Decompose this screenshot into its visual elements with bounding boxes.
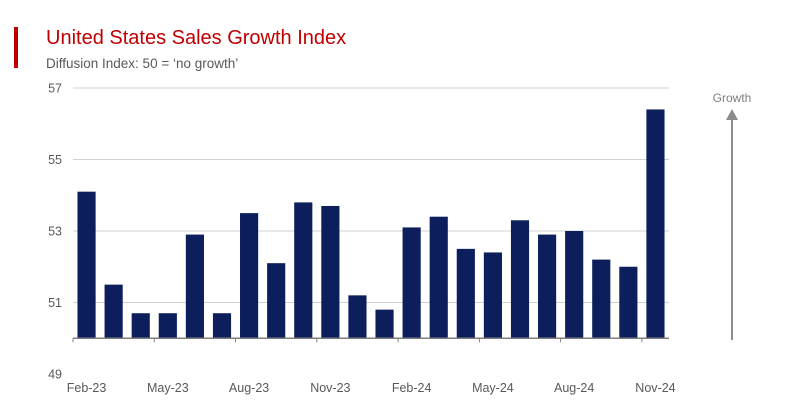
bar — [538, 234, 557, 339]
x-tick-label: May-23 — [147, 381, 189, 395]
bar — [592, 259, 611, 339]
x-tick-label: Aug-23 — [229, 381, 269, 395]
bar — [240, 213, 259, 339]
x-tick-label: Feb-23 — [67, 381, 107, 395]
bar — [348, 295, 367, 339]
x-tick-label: Aug-24 — [554, 381, 594, 395]
x-tick-label: Nov-23 — [310, 381, 350, 395]
bar — [646, 109, 665, 339]
title-accent-bar — [14, 27, 18, 68]
chart-subtitle: Diffusion Index: 50 = ‘no growth’ — [46, 56, 239, 71]
bar — [429, 216, 448, 339]
up-arrow-icon — [726, 109, 738, 120]
bar — [212, 313, 232, 339]
y-tick-label: 53 — [48, 225, 62, 239]
bar — [267, 263, 286, 339]
bar — [294, 202, 313, 339]
growth-label: Growth — [713, 91, 752, 105]
y-tick-label: 51 — [48, 296, 62, 310]
bar — [619, 266, 638, 339]
bar — [483, 252, 502, 339]
x-tick-label: Nov-24 — [635, 381, 675, 395]
y-axis-tick-labels: 49 51 53 55 57 — [48, 82, 62, 382]
bar — [402, 227, 421, 339]
bar — [321, 205, 340, 339]
bar — [131, 313, 150, 339]
bar — [104, 284, 123, 339]
bar — [77, 191, 96, 339]
growth-annotation: Growth — [713, 91, 752, 340]
bar — [158, 313, 177, 339]
bar — [375, 309, 394, 339]
bar — [565, 231, 584, 339]
y-tick-label: 57 — [48, 82, 62, 96]
chart-title: United States Sales Growth Index — [46, 27, 347, 49]
y-tick-label: 55 — [48, 153, 62, 167]
y-tick-label: 49 — [48, 368, 62, 382]
bar — [510, 220, 530, 339]
x-tick-label: Feb-24 — [392, 381, 432, 395]
bar — [456, 248, 475, 339]
x-tick-label: May-24 — [472, 381, 514, 395]
x-axis-tick-labels: Feb-23 May-23 Aug-23 Nov-23 Feb-24 May-24 Aug-… — [67, 381, 676, 395]
bars — [77, 109, 665, 339]
bar — [185, 234, 204, 339]
x-axis — [72, 337, 669, 343]
